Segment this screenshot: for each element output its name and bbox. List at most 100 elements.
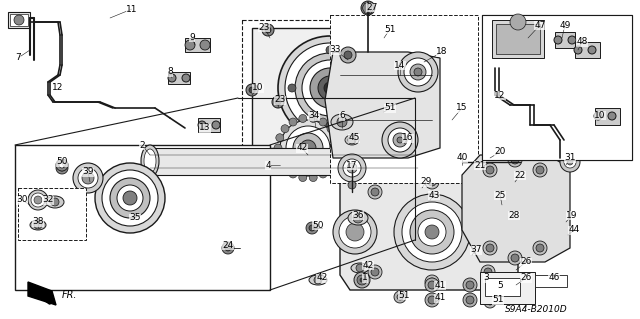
- Polygon shape: [393, 70, 415, 115]
- Text: 35: 35: [129, 213, 141, 222]
- Circle shape: [564, 156, 576, 168]
- Text: 25: 25: [494, 190, 506, 199]
- Circle shape: [272, 96, 284, 108]
- Circle shape: [484, 296, 496, 308]
- Circle shape: [410, 64, 426, 80]
- Circle shape: [425, 225, 439, 239]
- Ellipse shape: [499, 218, 521, 246]
- Circle shape: [354, 272, 370, 288]
- Text: 24: 24: [222, 241, 234, 249]
- Bar: [492, 20, 544, 58]
- Text: 36: 36: [352, 211, 364, 219]
- Text: 51: 51: [384, 103, 396, 113]
- Circle shape: [333, 210, 377, 254]
- Circle shape: [334, 144, 342, 152]
- Text: 41: 41: [435, 293, 445, 302]
- Circle shape: [276, 154, 284, 162]
- Text: 15: 15: [456, 103, 468, 113]
- Circle shape: [393, 133, 407, 147]
- Circle shape: [34, 221, 42, 229]
- Polygon shape: [185, 38, 210, 52]
- Circle shape: [117, 185, 143, 211]
- Circle shape: [289, 170, 297, 178]
- Text: 16: 16: [403, 133, 413, 143]
- Circle shape: [348, 136, 356, 144]
- Circle shape: [31, 193, 45, 207]
- Circle shape: [388, 128, 412, 152]
- Circle shape: [463, 293, 477, 307]
- Polygon shape: [28, 282, 56, 305]
- Ellipse shape: [141, 145, 159, 177]
- Circle shape: [487, 299, 493, 305]
- Text: 8: 8: [167, 68, 173, 77]
- Bar: [382, 28, 410, 50]
- Circle shape: [280, 120, 336, 176]
- Text: 19: 19: [566, 211, 578, 219]
- Text: 2: 2: [139, 140, 145, 150]
- Circle shape: [274, 144, 282, 152]
- Ellipse shape: [506, 226, 514, 238]
- Text: 27: 27: [366, 3, 378, 11]
- Circle shape: [346, 223, 364, 241]
- Circle shape: [318, 76, 342, 100]
- Circle shape: [310, 68, 350, 108]
- Ellipse shape: [351, 263, 369, 273]
- Circle shape: [288, 84, 296, 92]
- Text: 40: 40: [456, 153, 468, 162]
- Circle shape: [574, 46, 582, 54]
- Circle shape: [361, 1, 375, 15]
- Text: 3: 3: [483, 273, 489, 283]
- Text: 42: 42: [296, 144, 308, 152]
- Ellipse shape: [144, 149, 156, 173]
- Text: 43: 43: [428, 190, 440, 199]
- Circle shape: [306, 222, 318, 234]
- Bar: [385, 31, 407, 47]
- Circle shape: [463, 278, 477, 292]
- Circle shape: [324, 82, 336, 94]
- Circle shape: [249, 87, 255, 93]
- Circle shape: [309, 225, 315, 231]
- Text: 48: 48: [576, 38, 588, 47]
- Circle shape: [511, 156, 519, 164]
- Text: 44: 44: [568, 226, 580, 234]
- Text: 12: 12: [494, 91, 506, 100]
- Circle shape: [402, 202, 462, 262]
- Circle shape: [484, 188, 492, 196]
- Circle shape: [314, 276, 322, 284]
- Text: 33: 33: [329, 46, 340, 55]
- Bar: [330, 15, 478, 183]
- Text: 14: 14: [394, 61, 406, 70]
- Circle shape: [425, 175, 439, 189]
- Circle shape: [394, 291, 406, 303]
- Circle shape: [198, 121, 206, 129]
- Text: 30: 30: [16, 196, 28, 204]
- Text: 6: 6: [339, 112, 345, 121]
- Text: 21: 21: [474, 160, 486, 169]
- Text: S9A4-B2010D: S9A4-B2010D: [505, 306, 567, 315]
- Circle shape: [200, 40, 210, 50]
- Text: 13: 13: [199, 123, 211, 132]
- Circle shape: [225, 245, 231, 251]
- Circle shape: [293, 133, 323, 163]
- Text: 51: 51: [384, 25, 396, 33]
- Circle shape: [481, 265, 495, 279]
- Circle shape: [486, 244, 494, 252]
- Circle shape: [56, 159, 68, 171]
- Circle shape: [425, 293, 439, 307]
- Circle shape: [275, 99, 281, 105]
- Circle shape: [326, 122, 334, 130]
- Bar: [482, 15, 632, 160]
- Text: 50: 50: [56, 158, 68, 167]
- Text: 28: 28: [508, 211, 520, 219]
- Circle shape: [56, 162, 68, 174]
- Circle shape: [399, 75, 409, 85]
- Ellipse shape: [345, 135, 359, 145]
- Circle shape: [486, 166, 494, 174]
- Circle shape: [289, 118, 297, 126]
- Circle shape: [508, 153, 522, 167]
- Circle shape: [319, 170, 327, 178]
- Circle shape: [222, 242, 234, 254]
- Circle shape: [425, 278, 439, 292]
- Text: 47: 47: [534, 20, 546, 29]
- Circle shape: [168, 74, 176, 82]
